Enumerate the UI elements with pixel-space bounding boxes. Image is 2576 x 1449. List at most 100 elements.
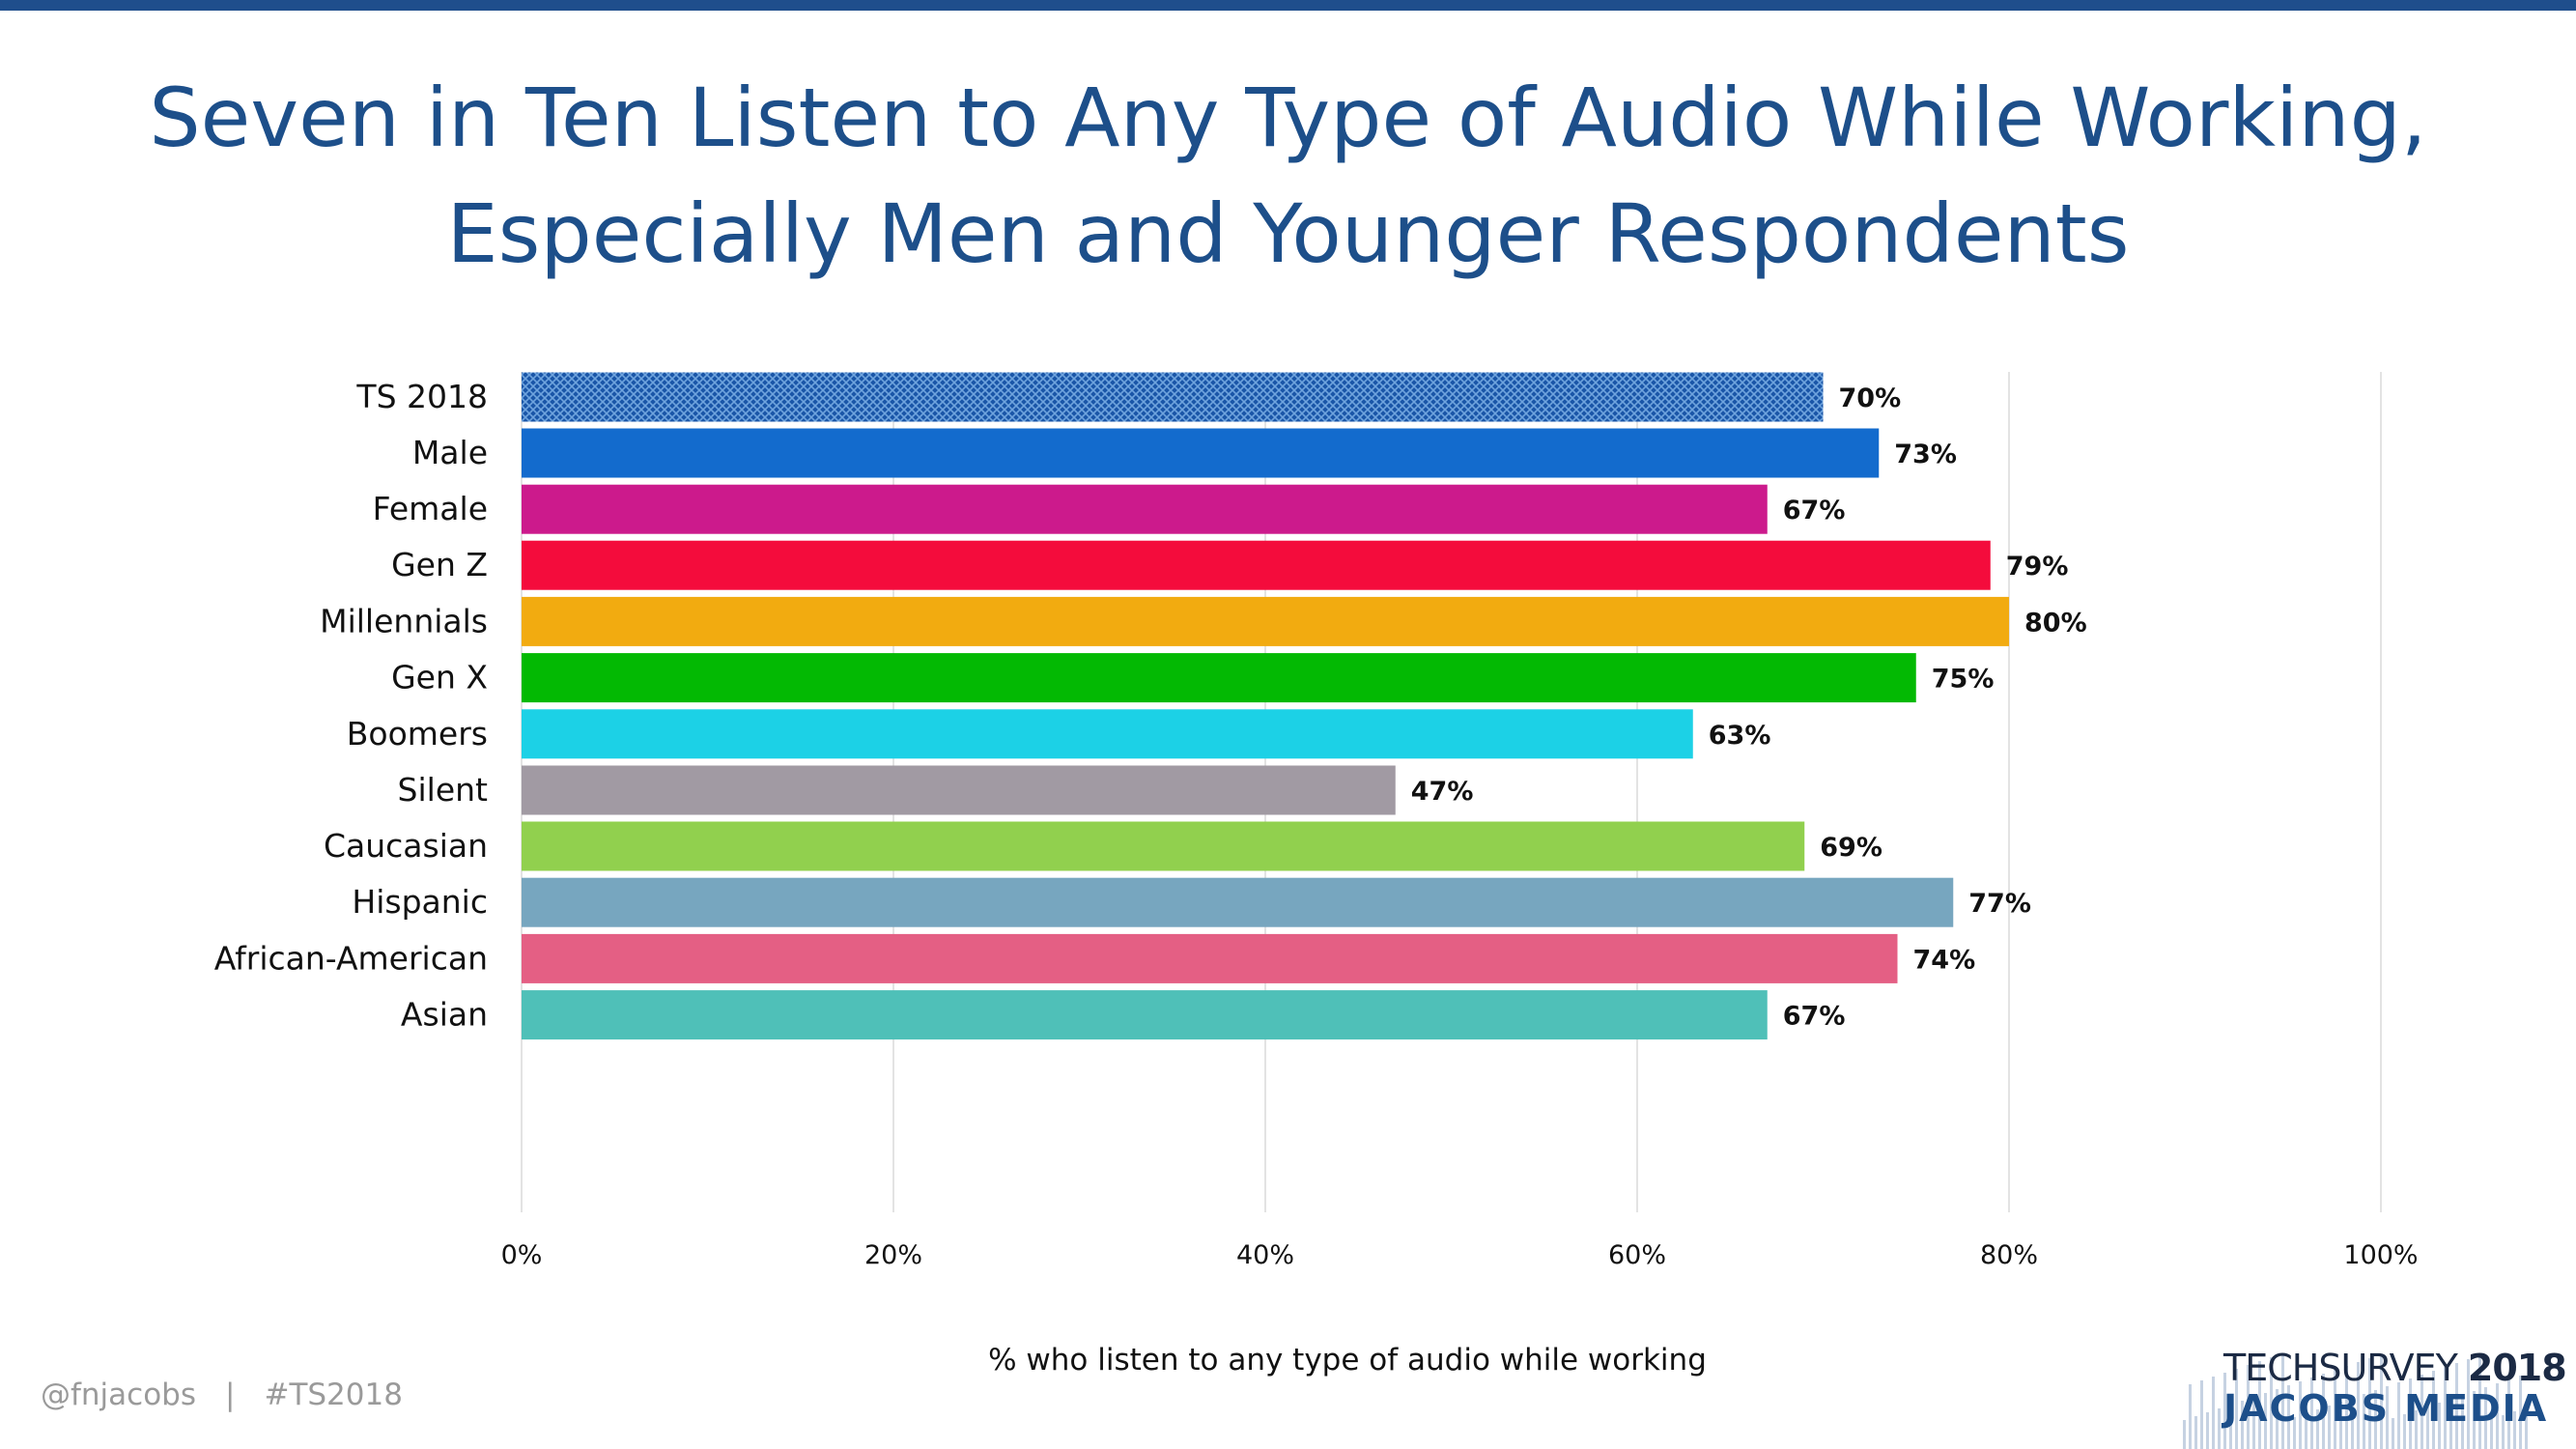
category-label: Millennials — [320, 602, 488, 639]
eq-bar — [2473, 1391, 2476, 1449]
value-label: 63% — [1709, 721, 1771, 751]
eq-bar — [2397, 1382, 2400, 1449]
eq-bar — [2438, 1403, 2441, 1449]
value-label: 73% — [1894, 440, 1957, 469]
eq-bar — [2281, 1353, 2284, 1449]
eq-bar — [2444, 1367, 2447, 1449]
footer-social: @fnjacobs | #TS2018 — [41, 1378, 403, 1412]
value-label: 74% — [1913, 945, 1976, 975]
category-label: Female — [373, 490, 488, 527]
eq-bar — [2287, 1385, 2290, 1449]
eq-bar — [2484, 1387, 2487, 1449]
eq-bar — [2258, 1361, 2261, 1449]
eq-bar — [2403, 1414, 2406, 1449]
eq-bar — [2455, 1363, 2458, 1449]
eq-bar — [2305, 1413, 2307, 1449]
eq-bar — [2200, 1380, 2203, 1449]
bar — [522, 540, 1991, 590]
footer-separator: | — [225, 1378, 236, 1412]
brand-techsurvey: TECHSURVEY — [2223, 1347, 2458, 1389]
footer-hashtag: #TS2018 — [264, 1378, 403, 1412]
bar — [522, 428, 1880, 478]
eq-bar — [2310, 1378, 2313, 1449]
value-label: 75% — [1932, 665, 1995, 695]
eq-bar — [2223, 1373, 2226, 1449]
eq-bar — [2386, 1386, 2389, 1449]
bar — [522, 933, 1898, 983]
bar — [522, 821, 1805, 871]
value-label: 47% — [1411, 777, 1474, 807]
eq-bar — [2507, 1379, 2510, 1449]
x-tick-label: 40% — [1236, 1240, 1294, 1270]
page-title: Seven in Ten Listen to Any Type of Audio… — [0, 60, 2576, 292]
bar — [522, 596, 2009, 646]
eq-bar — [2206, 1412, 2209, 1449]
eq-bar — [2299, 1381, 2302, 1449]
bar — [522, 709, 1693, 759]
bar — [522, 765, 1396, 815]
eq-bar — [2368, 1358, 2371, 1449]
x-tick-label: 0% — [501, 1240, 543, 1270]
eq-bar — [2420, 1375, 2423, 1449]
eq-bar — [2218, 1408, 2221, 1449]
eq-bar — [2409, 1378, 2412, 1449]
eq-bar — [2374, 1390, 2377, 1449]
eq-bar — [2525, 1407, 2528, 1449]
eq-bar — [2183, 1420, 2186, 1449]
x-tick-label: 100% — [2343, 1240, 2418, 1270]
brand-year: 2018 — [2467, 1347, 2567, 1389]
category-label: TS 2018 — [355, 378, 488, 415]
top-rule — [0, 0, 2576, 11]
eq-bar — [2357, 1362, 2360, 1449]
eq-bar — [2252, 1397, 2255, 1449]
value-label: 80% — [2024, 608, 2087, 638]
eq-bar — [2380, 1354, 2383, 1449]
category-label: Gen Z — [391, 546, 488, 583]
eq-bar — [2415, 1410, 2418, 1449]
bar — [522, 484, 1768, 534]
eq-bar — [2513, 1411, 2516, 1449]
bar — [522, 372, 1824, 422]
eq-bar — [2334, 1370, 2336, 1449]
category-label: African-American — [214, 939, 488, 977]
category-label: Asian — [401, 996, 488, 1034]
eq-bar — [2247, 1365, 2250, 1449]
value-label: 69% — [1820, 833, 1882, 863]
eq-bar — [2351, 1398, 2354, 1449]
eq-bar — [2478, 1355, 2481, 1449]
eq-bar — [2322, 1374, 2325, 1449]
value-label: 67% — [1783, 496, 1846, 526]
bar-chart: TS 2018 70% Male 73% Female 67% Gen Z 79% Millen… — [214, 372, 2419, 1270]
category-label: Silent — [398, 771, 489, 809]
eq-bar — [2449, 1399, 2452, 1449]
eq-bar — [2241, 1401, 2244, 1449]
title-line-2: Especially Men and Younger Respondents — [446, 186, 2130, 281]
eq-bar — [2461, 1395, 2464, 1449]
equalizer-icon — [2183, 1353, 2528, 1449]
eq-bar — [2426, 1406, 2429, 1449]
x-tick-label: 60% — [1608, 1240, 1666, 1270]
bar — [522, 653, 1916, 703]
brand-line-2: JACOBS MEDIA — [2223, 1387, 2549, 1430]
x-tick-label: 80% — [1980, 1240, 2038, 1270]
eq-bar — [2235, 1369, 2238, 1449]
category-label: Boomers — [347, 715, 488, 753]
eq-bar — [2502, 1415, 2505, 1449]
value-label: 67% — [1783, 1002, 1846, 1032]
eq-bar — [2276, 1389, 2279, 1449]
eq-bar — [2328, 1406, 2331, 1449]
brand-line-1: TECHSURVEY 2018 — [2223, 1347, 2567, 1389]
brand-logo: TECHSURVEY 2018 JACOBS MEDIA — [2173, 1343, 2567, 1449]
category-label: Hispanic — [352, 883, 488, 921]
category-label: Gen X — [391, 659, 488, 696]
eq-bar — [2496, 1383, 2499, 1449]
eq-bar — [2432, 1371, 2435, 1449]
category-label: Male — [412, 434, 488, 471]
eq-bar — [2490, 1419, 2493, 1449]
value-label: 79% — [2006, 552, 2069, 582]
eq-bar — [2316, 1409, 2319, 1449]
eq-bar — [2293, 1417, 2296, 1449]
x-tick-label: 20% — [864, 1240, 922, 1270]
eq-bar — [2392, 1418, 2394, 1449]
value-label: 70% — [1839, 384, 1902, 413]
